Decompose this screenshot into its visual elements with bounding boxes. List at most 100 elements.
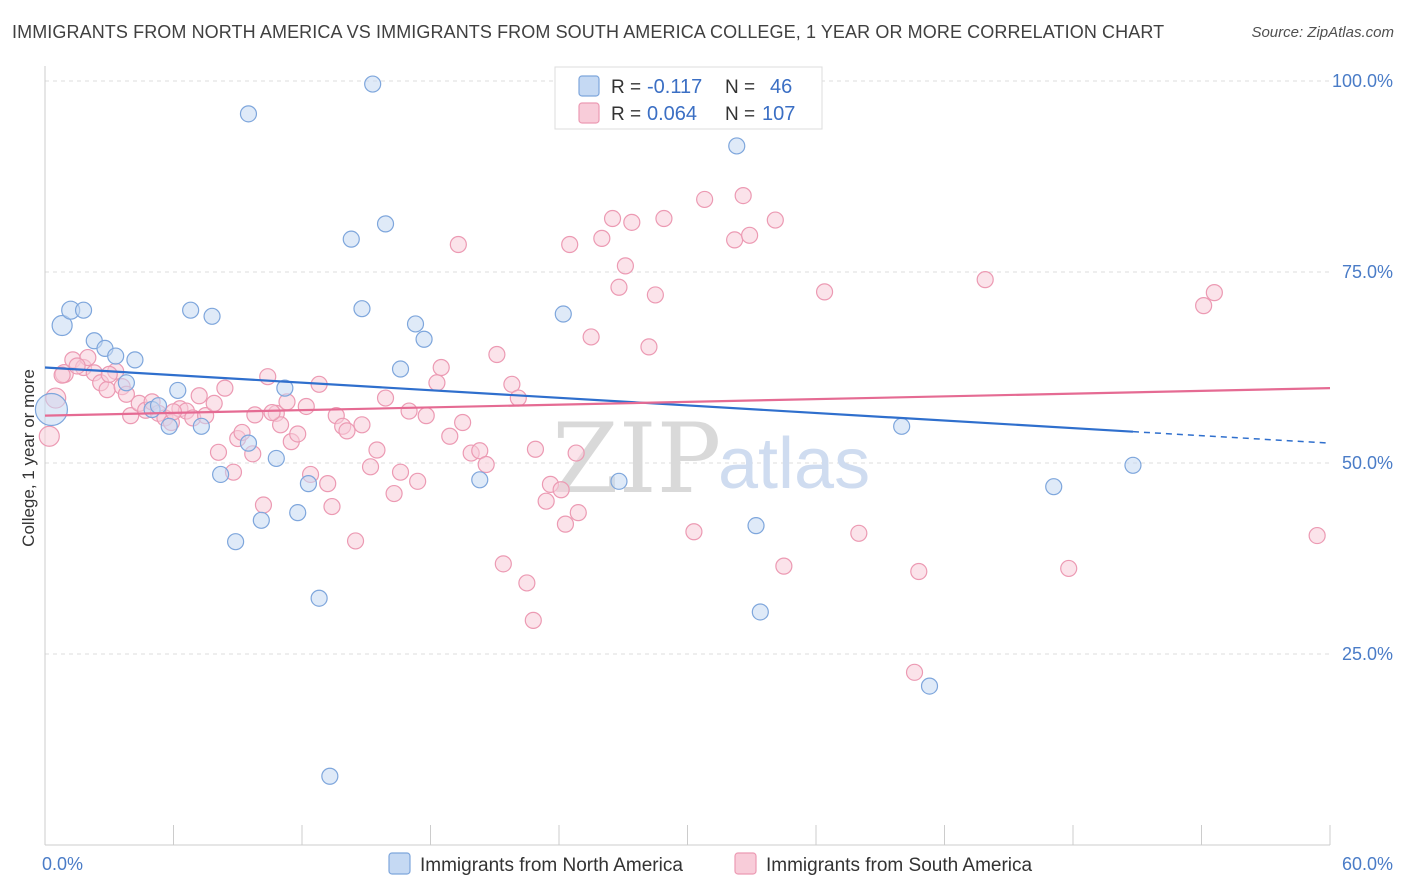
south-point-24 <box>205 394 223 413</box>
north-point-42 <box>893 417 911 435</box>
north-point-11 <box>160 417 178 435</box>
south-point-65 <box>488 345 506 364</box>
north-point-45 <box>1124 456 1142 474</box>
north-point-40 <box>747 517 765 535</box>
south-point-106 <box>100 365 118 383</box>
south-point-108 <box>263 403 281 422</box>
north-point-34 <box>471 471 489 489</box>
south-point-49 <box>361 458 380 476</box>
south-point-42 <box>319 475 337 493</box>
north-point-22 <box>276 379 294 397</box>
source-label: Source: ZipAtlas.com <box>1251 24 1394 41</box>
bottom-legend-swatch-south <box>734 852 757 875</box>
south-point-82 <box>610 278 628 296</box>
north-point-26 <box>321 767 339 785</box>
south-point-31 <box>246 406 264 424</box>
north-point-36 <box>610 472 628 490</box>
north-point-16 <box>212 465 230 484</box>
north-point-0 <box>34 392 69 427</box>
north-point-25 <box>310 589 328 607</box>
north-point-17 <box>227 533 245 551</box>
south-point-103 <box>1308 526 1326 545</box>
south-point-99 <box>976 271 994 289</box>
north-point-39 <box>728 137 746 155</box>
north-point-1 <box>51 314 73 337</box>
trend-line-south <box>44 387 1331 417</box>
legend-swatch-north <box>578 75 600 97</box>
south-point-85 <box>640 338 658 356</box>
south-point-70 <box>524 611 542 629</box>
y-tick-label-3: 100.0% <box>1332 71 1393 91</box>
south-point-32 <box>254 496 273 514</box>
south-point-89 <box>696 190 714 209</box>
south-point-97 <box>905 663 924 681</box>
south-point-68 <box>509 389 527 407</box>
south-point-79 <box>582 328 600 346</box>
south-point-26 <box>216 379 234 397</box>
south-point-86 <box>646 286 664 304</box>
north-point-19 <box>239 434 258 452</box>
north-point-28 <box>353 300 371 318</box>
south-point-74 <box>552 481 570 499</box>
south-point-46 <box>338 422 356 440</box>
south-point-25 <box>209 443 228 461</box>
south-point-94 <box>775 557 793 575</box>
north-point-14 <box>192 417 210 435</box>
south-point-71 <box>526 440 545 458</box>
north-point-44 <box>1045 478 1063 496</box>
south-point-39 <box>297 397 315 416</box>
north-point-15 <box>203 307 221 325</box>
south-point-87 <box>655 209 673 228</box>
south-point-38 <box>289 425 307 443</box>
north-point-32 <box>406 315 425 333</box>
axes <box>44 66 1331 846</box>
north-point-24 <box>299 475 318 493</box>
north-point-41 <box>751 603 769 621</box>
north-point-18 <box>239 105 258 123</box>
south-point-52 <box>385 484 403 503</box>
south-point-61 <box>454 413 472 432</box>
south-point-56 <box>417 407 435 425</box>
south-point-101 <box>1195 297 1213 315</box>
x-tick-label-min: 0.0% <box>42 854 83 874</box>
south-point-98 <box>910 562 928 581</box>
north-point-20 <box>252 511 270 529</box>
south-point-22 <box>190 387 208 405</box>
legend-r-value-north: -0.117 <box>647 76 702 98</box>
legend-swatch-south <box>578 102 600 124</box>
south-point-81 <box>603 209 622 228</box>
watermark-atlas: atlas <box>718 424 870 504</box>
y-axis-title: College, 1 year or more <box>19 369 38 547</box>
south-point-50 <box>368 441 386 459</box>
series-legend: Immigrants from North America Immigrants… <box>388 852 1033 876</box>
south-point-57 <box>428 374 446 392</box>
south-point-12 <box>122 407 140 425</box>
south-point-8 <box>98 381 116 399</box>
south-point-48 <box>353 416 371 434</box>
north-point-6 <box>107 347 125 365</box>
legend-r-label-north: R = <box>611 77 641 98</box>
watermark: ZIP atlas <box>552 403 870 515</box>
north-point-33 <box>415 330 433 348</box>
south-point-77 <box>567 444 585 462</box>
y-tick-label-2: 75.0% <box>1342 262 1393 282</box>
bottom-legend-label-north: Immigrants from North America <box>420 855 683 876</box>
south-point-72 <box>537 492 555 510</box>
south-point-92 <box>741 226 759 244</box>
south-point-35 <box>271 416 290 434</box>
legend-n-label-north: N = <box>725 77 755 98</box>
north-point-7 <box>117 374 135 392</box>
south-point-67 <box>503 375 521 393</box>
south-point-88 <box>685 523 703 541</box>
series-north-america-points <box>34 75 1142 785</box>
grid-lines <box>45 80 1330 655</box>
south-point-75 <box>556 515 575 533</box>
south-point-95 <box>815 283 834 301</box>
south-point-100 <box>1060 559 1078 578</box>
south-point-91 <box>734 187 752 205</box>
south-point-0 <box>38 425 60 447</box>
south-point-104 <box>53 366 71 384</box>
legend-n-value-north: 46 <box>770 76 792 98</box>
north-point-8 <box>126 351 144 369</box>
